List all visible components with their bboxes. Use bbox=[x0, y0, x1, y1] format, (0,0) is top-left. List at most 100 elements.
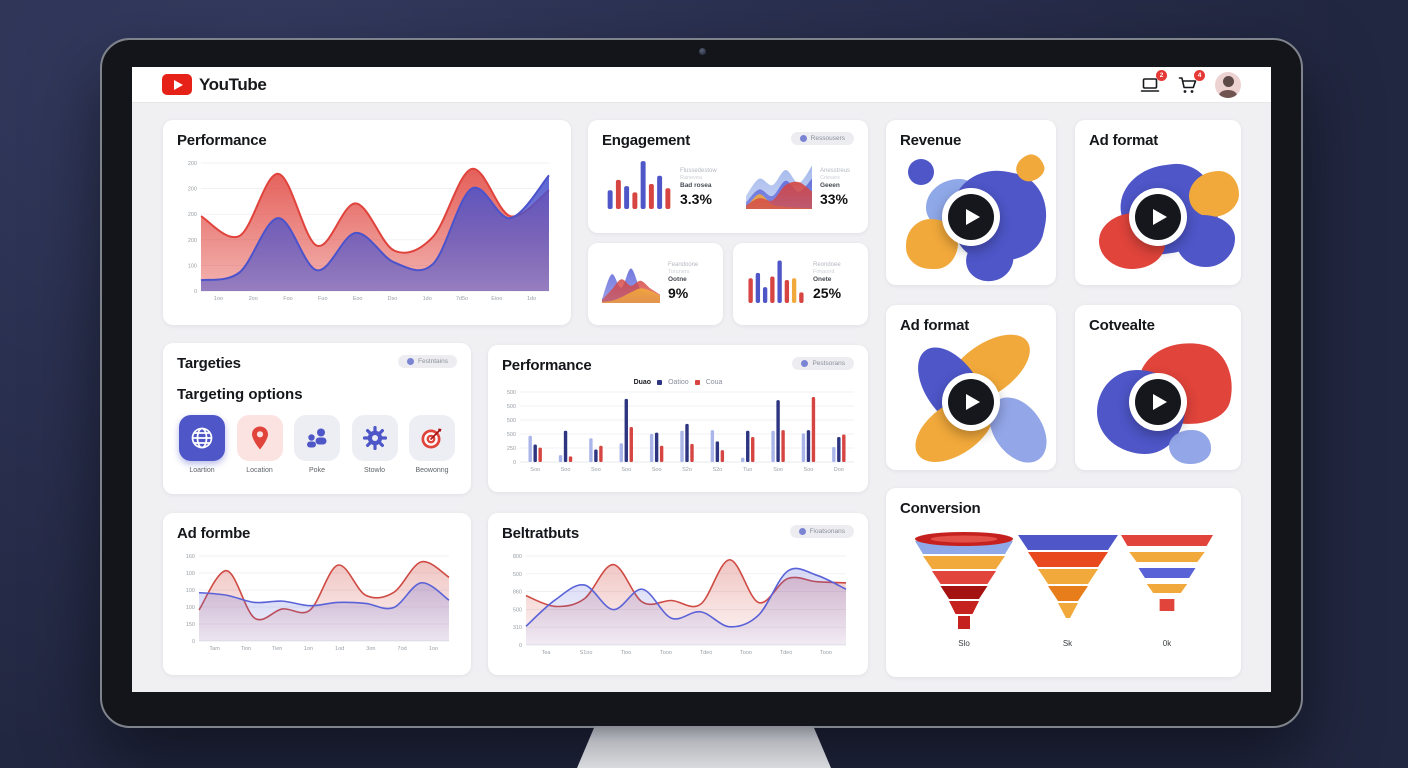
svg-text:100: 100 bbox=[186, 605, 195, 611]
play-button[interactable] bbox=[942, 188, 1000, 246]
stat-value: 33% bbox=[819, 191, 849, 207]
targeting-option-location[interactable]: Location bbox=[236, 415, 283, 474]
funnel-3: 0k bbox=[1121, 531, 1213, 648]
svg-text:Soo: Soo bbox=[773, 467, 783, 473]
svg-text:0: 0 bbox=[513, 460, 516, 466]
stat-line: Flussedestow bbox=[680, 168, 717, 174]
targeting-option-globe[interactable]: Loartion bbox=[179, 415, 225, 474]
card-title: Ad formbe bbox=[177, 525, 251, 542]
svg-text:Eioo: Eioo bbox=[491, 296, 502, 302]
svg-text:Tooo: Tooo bbox=[740, 650, 752, 656]
brand-name: YouTube bbox=[199, 74, 267, 94]
card-ad-format-middle: Ad format bbox=[886, 305, 1059, 476]
svg-text:500: 500 bbox=[507, 390, 516, 396]
targeting-option-audience[interactable]: Poke bbox=[294, 415, 340, 474]
chip-dot-icon bbox=[801, 360, 809, 367]
svg-text:0: 0 bbox=[194, 289, 197, 295]
svg-text:Soo: Soo bbox=[804, 467, 814, 473]
svg-text:Foo: Foo bbox=[283, 296, 292, 302]
app-header: YouTube 2 4 bbox=[132, 67, 1271, 103]
svg-text:160: 160 bbox=[186, 554, 195, 560]
card-title: Ad format bbox=[1089, 132, 1159, 149]
legend-label: Oatioo bbox=[668, 379, 689, 386]
targeting-option-target[interactable]: Beowonng bbox=[409, 415, 455, 474]
targeting-options: Loartion Location bbox=[177, 415, 457, 474]
cart-button[interactable]: 4 bbox=[1177, 69, 1205, 96]
conversion-funnels: Slo Sk 0k bbox=[900, 531, 1227, 648]
card-ad-format-top: Ad format bbox=[1075, 120, 1241, 285]
svg-text:S2o: S2o bbox=[712, 467, 722, 473]
targeting-option-settings[interactable]: Stowlo bbox=[351, 415, 398, 474]
svg-text:Tdeo: Tdeo bbox=[700, 650, 713, 656]
svg-text:200: 200 bbox=[188, 161, 197, 167]
svg-text:0: 0 bbox=[519, 643, 522, 649]
svg-text:S1oo: S1oo bbox=[580, 650, 593, 656]
svg-text:Tea: Tea bbox=[542, 650, 552, 656]
svg-text:Soo: Soo bbox=[652, 467, 662, 473]
target-icon bbox=[421, 428, 442, 449]
tile-label: Beowonng bbox=[415, 467, 449, 474]
svg-text:150: 150 bbox=[186, 622, 195, 628]
cart-badge: 4 bbox=[1194, 69, 1205, 81]
stat-line: Fimaorid bbox=[813, 269, 835, 275]
play-button[interactable] bbox=[942, 373, 1000, 431]
funnel-chart bbox=[1017, 531, 1118, 631]
globe-icon bbox=[191, 427, 213, 449]
svg-text:500: 500 bbox=[507, 418, 516, 424]
stat-value: 3.3% bbox=[680, 191, 712, 207]
svg-text:1do: 1do bbox=[423, 296, 432, 302]
tile-label: Loartion bbox=[189, 467, 215, 474]
svg-text:Tooo: Tooo bbox=[820, 650, 832, 656]
legend-title: Duao bbox=[633, 379, 652, 386]
performance-area-chart: 200 200 200 200 100 0 1oo 2oo Foo Fuo Eoo Dso 1do 7d5… bbox=[177, 155, 557, 307]
devices-button[interactable]: 2 bbox=[1139, 69, 1167, 96]
targeting-filter-chip[interactable]: Festntains bbox=[398, 355, 457, 368]
play-button[interactable] bbox=[1129, 373, 1187, 431]
svg-text:3on: 3on bbox=[366, 646, 375, 652]
performance-filter-chip[interactable]: Pestsorans bbox=[792, 357, 854, 370]
screen: YouTube 2 4 bbox=[132, 67, 1271, 692]
svg-text:250: 250 bbox=[507, 446, 516, 452]
stat-line: Anesstreus bbox=[819, 168, 850, 174]
card-title: Performance bbox=[502, 357, 592, 374]
card-title: Conversion bbox=[900, 500, 981, 517]
svg-text:Soo: Soo bbox=[591, 467, 601, 473]
card-performance-bars: Performance Pestsorans Duao Oatioo Coua … bbox=[488, 345, 868, 492]
engagement-filter-chip[interactable]: Ressousers bbox=[790, 132, 854, 145]
card-performance-area: Performance 200 200 200 200 100 0 1oo 2oo Foo Fuo… bbox=[163, 120, 571, 325]
mini-bar-chart bbox=[747, 257, 805, 303]
card-title: Ad format bbox=[900, 317, 970, 334]
beltratbuts-filter-chip[interactable]: Fioatsonans bbox=[789, 525, 854, 538]
play-button[interactable] bbox=[1129, 188, 1187, 246]
cart-icon bbox=[1178, 76, 1197, 93]
svg-text:1oo: 1oo bbox=[429, 646, 438, 652]
stat-line: Reondoee bbox=[813, 262, 841, 268]
card-revenue: Revenue bbox=[886, 120, 1056, 287]
user-avatar[interactable] bbox=[1215, 71, 1241, 98]
chip-dot-icon bbox=[799, 135, 807, 142]
svg-text:100: 100 bbox=[188, 263, 197, 269]
gear-icon bbox=[362, 426, 387, 450]
chip-dot-icon bbox=[798, 528, 806, 535]
youtube-logo[interactable]: YouTube bbox=[162, 74, 267, 95]
play-icon bbox=[1135, 379, 1181, 425]
stat-line: Bad rosea bbox=[680, 182, 712, 189]
tile-label: Location bbox=[246, 467, 273, 474]
svg-text:Soo: Soo bbox=[561, 467, 571, 473]
avatar-head bbox=[1222, 75, 1234, 87]
svg-text:7od: 7od bbox=[398, 646, 407, 652]
stat-line: Geeen bbox=[819, 182, 840, 189]
svg-text:Eoo: Eoo bbox=[353, 296, 363, 302]
legend-swatch-dark bbox=[657, 380, 663, 385]
monitor-stand bbox=[577, 726, 831, 768]
chip-label: Ressousers bbox=[810, 135, 845, 142]
svg-text:7d5o: 7d5o bbox=[456, 296, 468, 302]
card-title: Engagement bbox=[602, 132, 691, 149]
svg-text:Tioo: Tioo bbox=[621, 650, 632, 656]
svg-text:500: 500 bbox=[513, 607, 522, 613]
svg-text:Tion: Tion bbox=[241, 646, 252, 652]
svg-text:Fuo: Fuo bbox=[318, 296, 327, 302]
card-cotvealte: Cotvealte bbox=[1075, 305, 1241, 470]
card-conversion: Conversion Slo Sk 0k bbox=[886, 488, 1241, 677]
svg-text:S2o: S2o bbox=[682, 467, 692, 473]
